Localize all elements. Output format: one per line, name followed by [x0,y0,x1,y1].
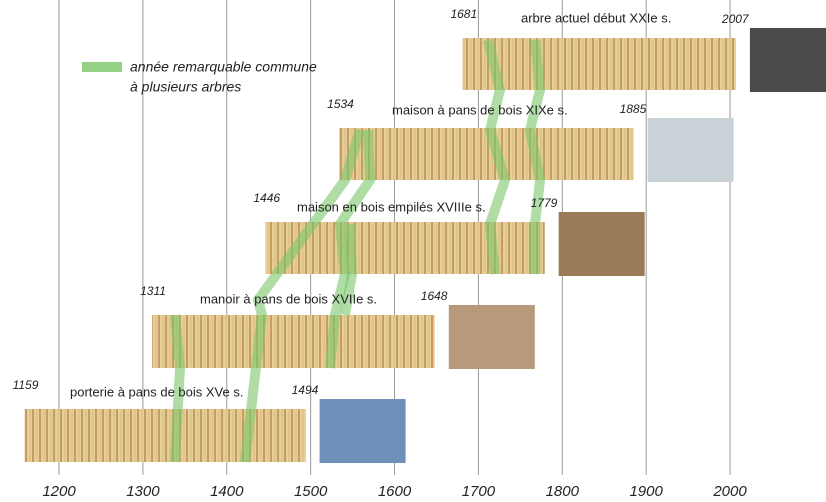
start-year: 1311 [140,284,166,298]
end-year: 1648 [421,289,448,303]
end-year: 1885 [620,102,647,116]
strip-label: maison à pans de bois XIXe s. [392,102,568,117]
x-tick-label: 2000 [712,483,747,500]
end-year: 1779 [531,196,558,210]
x-tick-label: 1800 [546,483,580,500]
x-tick-label: 1700 [462,483,496,500]
legend-swatch [82,62,122,72]
end-year: 2007 [721,12,750,26]
x-tick-label: 1400 [210,483,244,500]
tree-ring-strip [152,315,435,368]
photo [750,28,826,92]
start-year: 1446 [253,191,280,205]
start-year: 1534 [327,97,354,111]
x-tick-label: 1600 [378,483,412,500]
start-year: 1159 [13,378,39,392]
x-tick-label: 1500 [294,483,328,500]
start-year: 1681 [450,7,477,21]
strip-label: arbre actuel début XXIe s. [521,10,671,25]
tree-ring-strip [462,38,735,90]
strip-label: porterie à pans de bois XVe s. [70,384,243,399]
photo [559,212,645,276]
legend-text: à plusieurs arbres [130,79,241,95]
tree-ring-strip [339,128,633,180]
legend-text: année remarquable commune [130,59,317,75]
strip-label: manoir à pans de bois XVIIe s. [200,291,377,306]
photo [449,305,535,369]
x-tick-label: 1900 [629,483,663,500]
dendro-diagram: 1200 1300 1400 1500 1600 1700 1800 1900 2000 1159… [0,0,826,502]
photo [648,118,734,182]
end-year: 1494 [292,383,319,397]
tree-ring-strip [25,409,306,462]
x-tick-label: 1300 [126,483,160,500]
strip-label: maison en bois empilés XVIIIe s. [297,199,486,214]
x-tick-label: 1200 [42,483,76,500]
photo [320,399,406,463]
